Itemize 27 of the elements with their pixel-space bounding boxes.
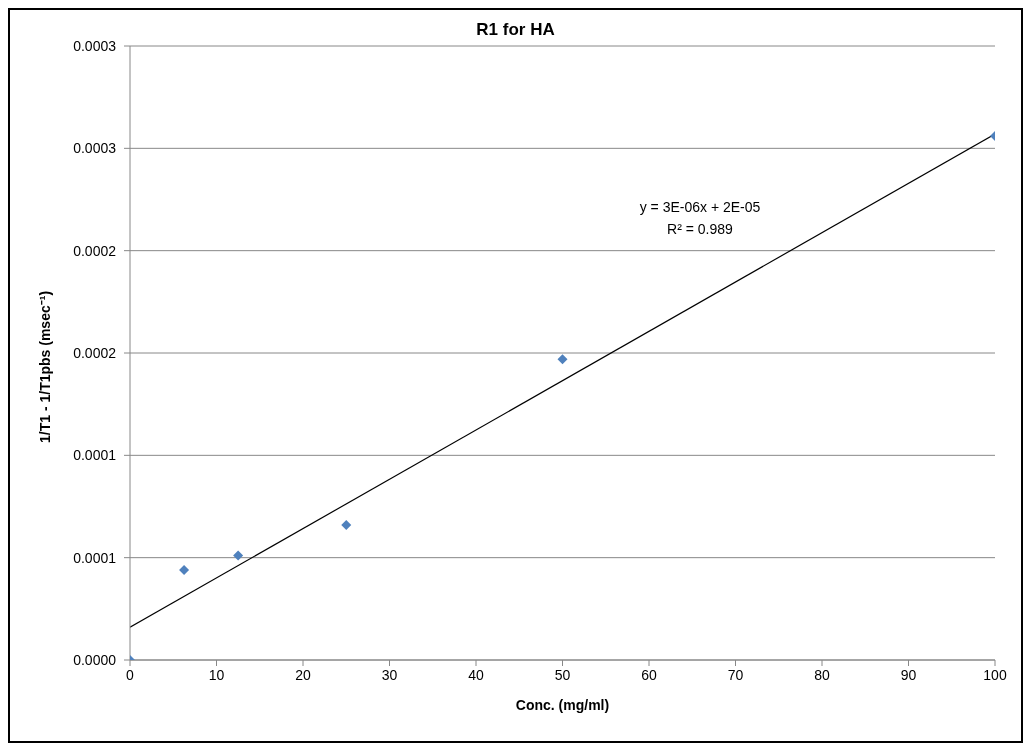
- x-tick-label: 70: [727, 667, 744, 683]
- point: [179, 564, 190, 575]
- y-tick-label: 0.0002: [73, 242, 117, 259]
- x-tick-label: 20: [295, 667, 311, 683]
- x-tick-label: 90: [900, 667, 917, 683]
- x-tick-label: 10: [208, 667, 225, 683]
- annotation: y = 3E-06x + 2E-05: [638, 198, 762, 217]
- x-tick-label: 0: [126, 667, 135, 683]
- point: [557, 354, 568, 365]
- point: [341, 519, 352, 530]
- x-tick-label: 80: [814, 667, 830, 683]
- y-tick-label: 0.0003: [73, 37, 117, 54]
- y-axis-title: 1/T1 - 1/T1pbs (msec⁻¹): [36, 290, 53, 443]
- x-tick-label: 30: [381, 667, 398, 683]
- y-tick-label: 0.0001: [73, 447, 117, 464]
- annotation: R² = 0.989: [666, 220, 734, 239]
- chart-title: R1 for HA: [476, 20, 555, 39]
- x-tick-label: 100: [983, 667, 1007, 683]
- y-tick-label: 0.0002: [73, 344, 117, 361]
- x-axis-title: Conc. (mg/ml): [515, 697, 610, 713]
- point: [233, 550, 244, 561]
- x-tick-label: 50: [554, 667, 571, 683]
- y-tick-label: 0.0003: [73, 140, 117, 157]
- y-tick-label: 0.0001: [73, 549, 117, 566]
- y-tick-label: 0.0000: [73, 651, 117, 668]
- x-tick-label: 40: [468, 667, 484, 683]
- x-tick-label: 60: [641, 667, 657, 683]
